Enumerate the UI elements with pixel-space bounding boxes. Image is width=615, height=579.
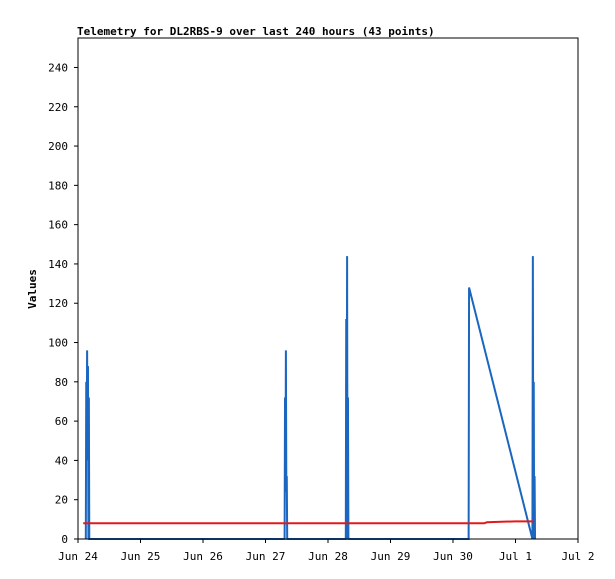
x-tick-label: Jun 25 [121,550,161,563]
x-tick-label: Jun 29 [371,550,411,563]
x-axis: Jun 24 Jun 25 Jun 26 Jun 27 Jun 28 Jun 29 Jun … [58,539,595,563]
chart-title: Telemetry for DL2RBS-9 over last 240 hou… [77,25,435,38]
y-tick-label: 80 [55,376,68,389]
x-tick-label: Jun 28 [308,550,348,563]
plot-frame [77,37,579,540]
x-tick-label: Jul 2 [561,550,594,563]
series-line-1 [84,256,537,540]
x-tick-label: Jul 1 [499,550,532,563]
series-layer [78,256,578,540]
y-tick-label: 160 [48,219,68,232]
series-line-2 [83,520,534,525]
y-tick-label: 100 [48,337,68,350]
y-tick-label: 140 [48,258,68,271]
y-axis: 0 20 40 60 80 100 120 140 160 180 200 220 240 [48,61,78,546]
x-tick-label: Jun 27 [246,550,286,563]
y-tick-label: 0 [61,533,68,546]
x-tick-label: Jun 26 [183,550,223,563]
y-tick-label: 200 [48,140,68,153]
y-tick-label: 60 [55,415,68,428]
y-tick-label: 180 [48,179,68,192]
y-axis-title: Values [26,269,39,309]
x-tick-label: Jun 24 [58,550,98,563]
y-tick-label: 240 [48,61,68,74]
y-tick-label: 120 [48,297,68,310]
y-tick-label: 220 [48,101,68,114]
y-tick-label: 40 [55,454,68,467]
x-tick-label: Jun 30 [433,550,473,563]
y-tick-label: 20 [55,494,68,507]
